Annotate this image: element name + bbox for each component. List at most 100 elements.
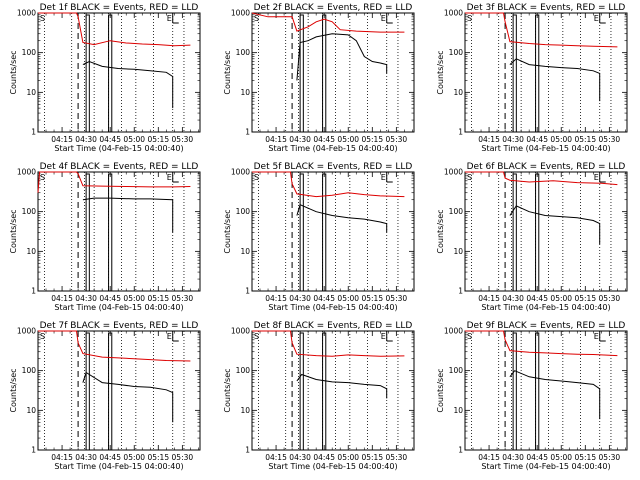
y-axis-label: Counts/sec	[436, 50, 445, 94]
y-tick-label: 1000	[17, 9, 36, 18]
y-tick-label: 1000	[444, 9, 463, 18]
plot-frame	[37, 171, 201, 292]
y-tick-label: 1	[458, 446, 463, 455]
plot-frame	[464, 171, 628, 292]
lld-series-line	[38, 330, 191, 362]
x-tick-label: 04:30	[75, 453, 97, 462]
x-axis-label: Start Time (04-Feb-15 04:00:40)	[268, 144, 397, 153]
x-tick-label: 04:15	[265, 294, 287, 303]
interval-box	[299, 14, 304, 133]
interval-box	[322, 14, 327, 133]
y-tick-label: 10	[240, 406, 250, 415]
panel-4: Det 4f BLACK = Events, RED = LLD 1 10 100 10…	[9, 162, 201, 312]
panel-7: Det 7f BLACK = Events, RED = LLD 1 10 100 10…	[9, 321, 201, 471]
panel-title: Det 2f BLACK = Events, RED = LLD	[254, 3, 413, 13]
interval-box	[108, 332, 113, 451]
x-tick-label: 04:15	[478, 294, 500, 303]
panel-title: Det 7f BLACK = Events, RED = LLD	[40, 321, 199, 331]
lld-series-line	[37, 171, 191, 193]
x-tick-label: 05:30	[172, 294, 194, 303]
x-tick-label: 05:30	[386, 135, 408, 144]
start-flag: S	[254, 14, 259, 23]
y-tick-label: 100	[236, 207, 251, 216]
panel-2: Det 2f BLACK = Events, RED = LLD 1 10 100 10…	[223, 3, 415, 153]
end-flag: E	[594, 332, 599, 341]
x-tick-label: 05:00	[337, 453, 359, 462]
panel-6: Det 6f BLACK = Events, RED = LLD 1 10 100 10…	[436, 162, 628, 312]
y-tick-label: 100	[236, 48, 251, 57]
interval-box	[322, 173, 327, 292]
interval-box	[299, 173, 304, 292]
y-tick-label: 1000	[444, 168, 463, 177]
x-axis-label: Start Time (04-Feb-15 04:00:40)	[481, 303, 610, 312]
x-tick-label: 04:30	[289, 294, 311, 303]
x-tick-label: 05:30	[599, 294, 621, 303]
end-bracket	[172, 172, 179, 183]
x-tick-label: 05:00	[337, 135, 359, 144]
y-tick-label: 1	[245, 287, 250, 296]
events-series-line	[82, 60, 174, 109]
start-flag: S	[467, 173, 472, 182]
start-flag: S	[254, 332, 259, 341]
end-flag: E	[381, 14, 386, 23]
end-flag: E	[381, 173, 386, 182]
panel-title: Det 5f BLACK = Events, RED = LLD	[254, 162, 413, 172]
x-tick-label: 04:15	[51, 294, 73, 303]
events-series-line	[509, 58, 601, 102]
x-tick-label: 05:30	[599, 135, 621, 144]
end-bracket	[386, 172, 393, 183]
panel-5: Det 5f BLACK = Events, RED = LLD 1 10 100 10…	[223, 162, 415, 312]
y-tick-label: 10	[240, 88, 250, 97]
start-flag: S	[40, 14, 45, 23]
x-tick-label: 04:45	[313, 453, 335, 462]
x-tick-label: 04:30	[75, 135, 97, 144]
panel-title: Det 6f BLACK = Events, RED = LLD	[467, 162, 626, 172]
x-axis-label: Start Time (04-Feb-15 04:00:40)	[481, 144, 610, 153]
plot-frame	[464, 330, 628, 451]
x-tick-label: 05:00	[337, 294, 359, 303]
end-flag: E	[594, 173, 599, 182]
interval-box	[535, 14, 540, 133]
x-tick-label: 04:45	[526, 453, 548, 462]
x-tick-label: 04:15	[478, 135, 500, 144]
x-tick-label: 04:45	[99, 453, 121, 462]
x-tick-label: 05:15	[147, 453, 169, 462]
y-tick-label: 100	[22, 207, 37, 216]
y-tick-label: 1000	[444, 327, 463, 336]
interval-box	[299, 332, 304, 451]
plot-frame	[251, 12, 415, 133]
x-tick-label: 05:30	[386, 294, 408, 303]
plot-frame	[37, 12, 201, 133]
end-flag: E	[167, 173, 172, 182]
x-tick-label: 05:15	[574, 135, 596, 144]
y-tick-label: 1000	[17, 168, 36, 177]
x-axis-label: Start Time (04-Feb-15 04:00:40)	[268, 462, 397, 471]
end-bracket	[599, 172, 606, 183]
start-flag: S	[467, 14, 472, 23]
x-tick-label: 04:45	[526, 294, 548, 303]
y-tick-label: 1	[31, 287, 36, 296]
events-series-line	[509, 370, 601, 420]
x-axis-label: Start Time (04-Feb-15 04:00:40)	[481, 462, 610, 471]
y-axis-label: Counts/sec	[223, 209, 232, 253]
x-tick-label: 04:30	[289, 453, 311, 462]
panel-8: Det 8f BLACK = Events, RED = LLD 1 10 100 10…	[223, 321, 415, 471]
end-flag: E	[381, 332, 386, 341]
start-flag: S	[254, 173, 259, 182]
y-tick-label: 1	[458, 128, 463, 137]
end-bracket	[599, 13, 606, 24]
y-axis-label: Counts/sec	[223, 50, 232, 94]
x-tick-label: 04:45	[99, 294, 121, 303]
y-tick-label: 10	[453, 88, 463, 97]
x-tick-label: 05:15	[147, 294, 169, 303]
x-tick-label: 04:45	[99, 135, 121, 144]
x-tick-label: 04:15	[51, 453, 73, 462]
y-tick-label: 100	[22, 366, 37, 375]
y-tick-label: 1	[31, 128, 36, 137]
panel-title: Det 8f BLACK = Events, RED = LLD	[254, 321, 413, 331]
y-tick-label: 10	[240, 247, 250, 256]
interval-box	[512, 14, 517, 133]
x-tick-label: 04:45	[313, 135, 335, 144]
x-tick-label: 04:15	[51, 135, 73, 144]
y-tick-label: 100	[449, 207, 464, 216]
